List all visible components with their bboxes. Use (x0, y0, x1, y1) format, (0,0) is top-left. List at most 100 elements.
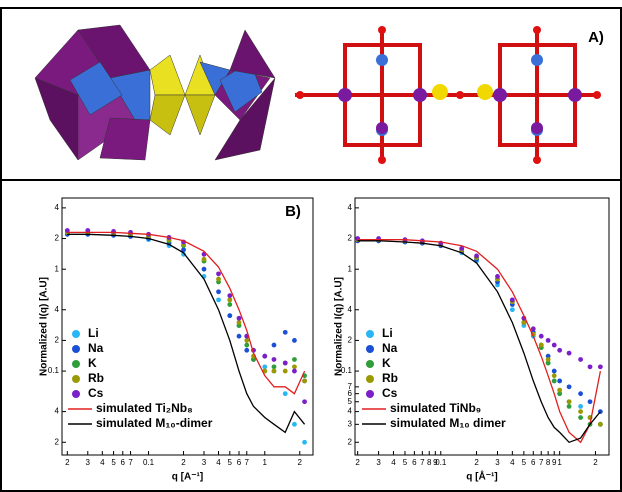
data-point (474, 254, 479, 259)
data-point (578, 415, 583, 420)
data-point (567, 384, 572, 389)
data-point (283, 391, 288, 396)
legend-label: Cs (88, 386, 104, 400)
y-tick-label: 4 (348, 203, 353, 212)
panel-label: A) (588, 29, 604, 46)
x-tick-label: 5 (522, 458, 527, 467)
x-tick-label: 5 (111, 458, 116, 467)
x-tick-label: 2 (474, 458, 479, 467)
legend-label: Na (88, 341, 104, 355)
x-tick-label: 4 (216, 458, 221, 467)
data-point (283, 361, 288, 366)
data-point (557, 388, 562, 393)
data-point (244, 348, 249, 353)
data-point (237, 316, 242, 321)
data-point (552, 373, 557, 378)
data-point (262, 364, 267, 369)
data-point (202, 257, 207, 262)
y-tick-label: 1 (55, 264, 60, 273)
legend-label: Rb (88, 371, 104, 385)
x-tick-label: 2 (593, 458, 598, 467)
x-tick-label: 2 (181, 458, 186, 467)
legend-swatch (72, 375, 80, 383)
data-point (292, 369, 297, 374)
data-point (216, 297, 221, 302)
data-point (272, 364, 277, 369)
data-point (283, 369, 288, 374)
legend-swatch (72, 360, 80, 368)
x-tick-label: 3 (202, 458, 207, 467)
figure: A) 2345670.123456712421420.142LiNaKRbCss… (0, 0, 622, 492)
y-tick-label: 4 (55, 305, 60, 314)
data-point (598, 364, 603, 369)
x-tick-label: 2 (298, 458, 303, 467)
legend-swatch (366, 375, 374, 383)
data-point (216, 271, 221, 276)
x-tick-label: 7 (245, 458, 250, 467)
legend-swatch (72, 345, 80, 353)
legend-label: Na (382, 341, 398, 355)
y-tick-label: 2 (55, 234, 60, 243)
data-point (552, 379, 557, 384)
data-point (552, 369, 557, 374)
data-point (272, 357, 277, 362)
data-point (227, 302, 232, 307)
data-point (567, 351, 572, 356)
x-tick-label: 7 (128, 458, 133, 467)
x-tick-label: 0.1 (435, 458, 447, 467)
data-point (557, 379, 562, 384)
data-point (539, 334, 544, 339)
x-tick-label: 8 (427, 458, 432, 467)
data-point (546, 357, 551, 362)
data-point (598, 422, 603, 427)
y-tick-label: 5 (348, 397, 353, 406)
data-point (578, 391, 583, 396)
y-tick-label: 2 (55, 437, 60, 446)
y-tick-label: 2 (55, 336, 60, 345)
x-axis-label: q [Å⁻¹] (466, 470, 497, 483)
legend-label: Cs (382, 386, 398, 400)
y-tick-label: 4 (55, 203, 60, 212)
data-point (546, 338, 551, 343)
data-point (588, 399, 593, 404)
x-tick-label: 3 (86, 458, 91, 467)
legend-label: simulated M₁₀-dimer (96, 416, 213, 430)
data-point (227, 293, 232, 298)
x-tick-label: 6 (412, 458, 417, 467)
data-point (292, 364, 297, 369)
data-point (227, 313, 232, 318)
data-point (272, 343, 277, 348)
x-tick-label: 5 (228, 458, 233, 467)
legend-label: simulated Ti₂Nb₈ (96, 401, 193, 415)
y-tick-label: 2 (348, 234, 353, 243)
y-tick-label: 4 (348, 407, 353, 416)
data-point (539, 343, 544, 348)
x-tick-label: 8 (546, 458, 551, 467)
x-tick-label: 2 (355, 458, 360, 467)
legend-label: K (88, 356, 97, 370)
legend-swatch (366, 345, 374, 353)
y-tick-label: 1 (348, 264, 353, 273)
data-point (510, 297, 515, 302)
x-tick-label: 0.1 (143, 458, 155, 467)
data-point (227, 297, 232, 302)
legend-swatch (366, 360, 374, 368)
x-tick-label: 6 (121, 458, 126, 467)
data-point (292, 422, 297, 427)
data-point (495, 274, 500, 279)
data-point (302, 440, 307, 445)
x-tick-label: 3 (376, 458, 381, 467)
data-point (521, 320, 526, 325)
x-tick-label: 6 (531, 458, 536, 467)
x-tick-label: 1 (263, 458, 268, 467)
data-point (292, 338, 297, 343)
x-tick-label: 2 (65, 458, 70, 467)
legend-label: Li (382, 326, 393, 340)
data-point (292, 357, 297, 362)
data-point (531, 326, 536, 331)
data-point (216, 289, 221, 294)
data-point (567, 404, 572, 409)
x-tick-label: 7 (420, 458, 425, 467)
data-point (557, 348, 562, 353)
panel-label: B) (285, 203, 301, 220)
